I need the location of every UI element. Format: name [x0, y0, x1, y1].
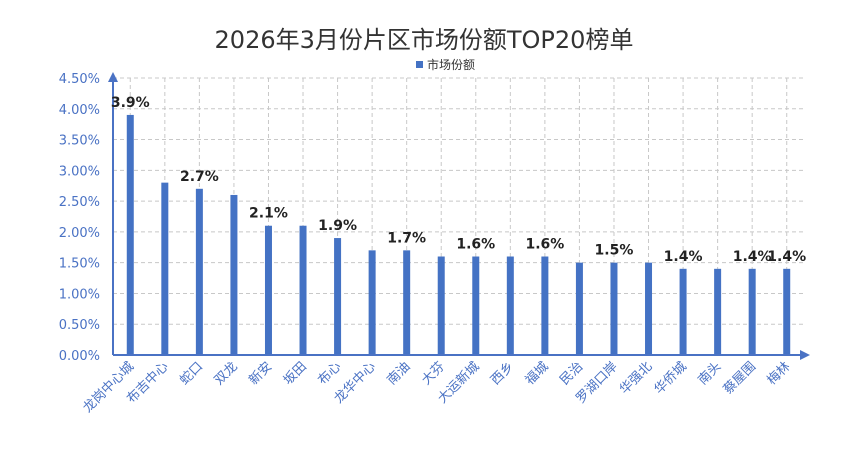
data-label: 2.1% [249, 206, 288, 222]
data-label: 1.6% [525, 237, 564, 253]
bar [368, 250, 376, 355]
data-label: 1.6% [456, 237, 495, 253]
y-axis-arrow [108, 72, 118, 82]
data-label: 1.5% [595, 243, 634, 259]
bar [161, 182, 169, 355]
y-tick-label: 0.50% [59, 318, 100, 333]
x-category-label: 华侨城 [652, 359, 690, 397]
y-tick-label: 1.50% [59, 257, 100, 272]
bar [334, 238, 342, 355]
x-category-label: 南头 [695, 359, 725, 389]
bar [472, 256, 480, 355]
legend: 市场份额 [416, 57, 475, 72]
bar [783, 268, 791, 355]
y-tick-label: 1.00% [59, 287, 100, 302]
x-category-label: 双龙 [212, 359, 241, 388]
data-labels: 3.9%2.7%2.1%1.9%1.7% 1.6% 1.6% 1.5% 1.4% 1.4%… [111, 95, 806, 265]
y-tick-label: 3.00% [59, 164, 100, 179]
data-label: 1.9% [318, 218, 357, 234]
bars [126, 114, 791, 355]
bar [645, 262, 653, 355]
x-category-label: 蔡屋围 [721, 359, 759, 397]
legend-swatch [416, 61, 423, 68]
x-category-label: 华强北 [617, 359, 655, 397]
y-tick-label: 0.00% [59, 349, 100, 364]
bar [679, 268, 687, 355]
bar [230, 194, 238, 355]
bar [437, 256, 445, 355]
x-axis-arrow [800, 350, 810, 360]
x-category-label: 梅林 [765, 359, 794, 388]
x-category-label: 新安 [246, 359, 276, 389]
bar [714, 268, 722, 355]
bar [126, 114, 134, 355]
y-tick-label: 4.50% [59, 72, 100, 87]
y-tick-label: 2.50% [59, 195, 100, 210]
data-label: 1.4% [767, 249, 806, 265]
data-label: 2.7% [180, 169, 219, 185]
x-category-label: 南油 [384, 359, 414, 389]
bar [575, 262, 583, 355]
data-label: 1.4% [733, 249, 772, 265]
x-category-label: 大芬 [419, 359, 448, 388]
x-category-label: 布心 [315, 359, 344, 388]
axes [108, 72, 810, 360]
data-label: 1.4% [664, 249, 703, 265]
bar [299, 225, 307, 355]
x-category-label: 民治 [557, 359, 586, 388]
bar [748, 268, 756, 355]
data-label: 3.9% [111, 95, 150, 111]
bar [264, 225, 272, 355]
bar [610, 262, 618, 355]
x-category-label: 蛇口 [177, 359, 206, 388]
y-tick-label: 3.50% [59, 134, 100, 149]
bar [195, 188, 203, 355]
bar [506, 256, 514, 355]
bar [403, 250, 411, 355]
legend-label: 市场份额 [427, 57, 475, 72]
x-category-label: 龙岗中心城 [81, 359, 138, 416]
x-category-label: 福城 [523, 359, 552, 388]
x-category-label: 坂田 [281, 359, 310, 388]
y-tick-label: 2.00% [59, 226, 100, 241]
x-category-label: 西乡 [488, 359, 517, 388]
bar [541, 256, 549, 355]
y-tick-labels: 0.00% 0.50% 1.00% 1.50% 2.00% 2.50% 3.00% 3.50%… [59, 72, 100, 364]
data-label: 1.7% [387, 230, 426, 246]
chart-title: 2026年3月份片区市场份额TOP20榜单 [215, 26, 634, 54]
y-tick-label: 4.00% [59, 103, 100, 118]
grid-lines [113, 77, 804, 355]
